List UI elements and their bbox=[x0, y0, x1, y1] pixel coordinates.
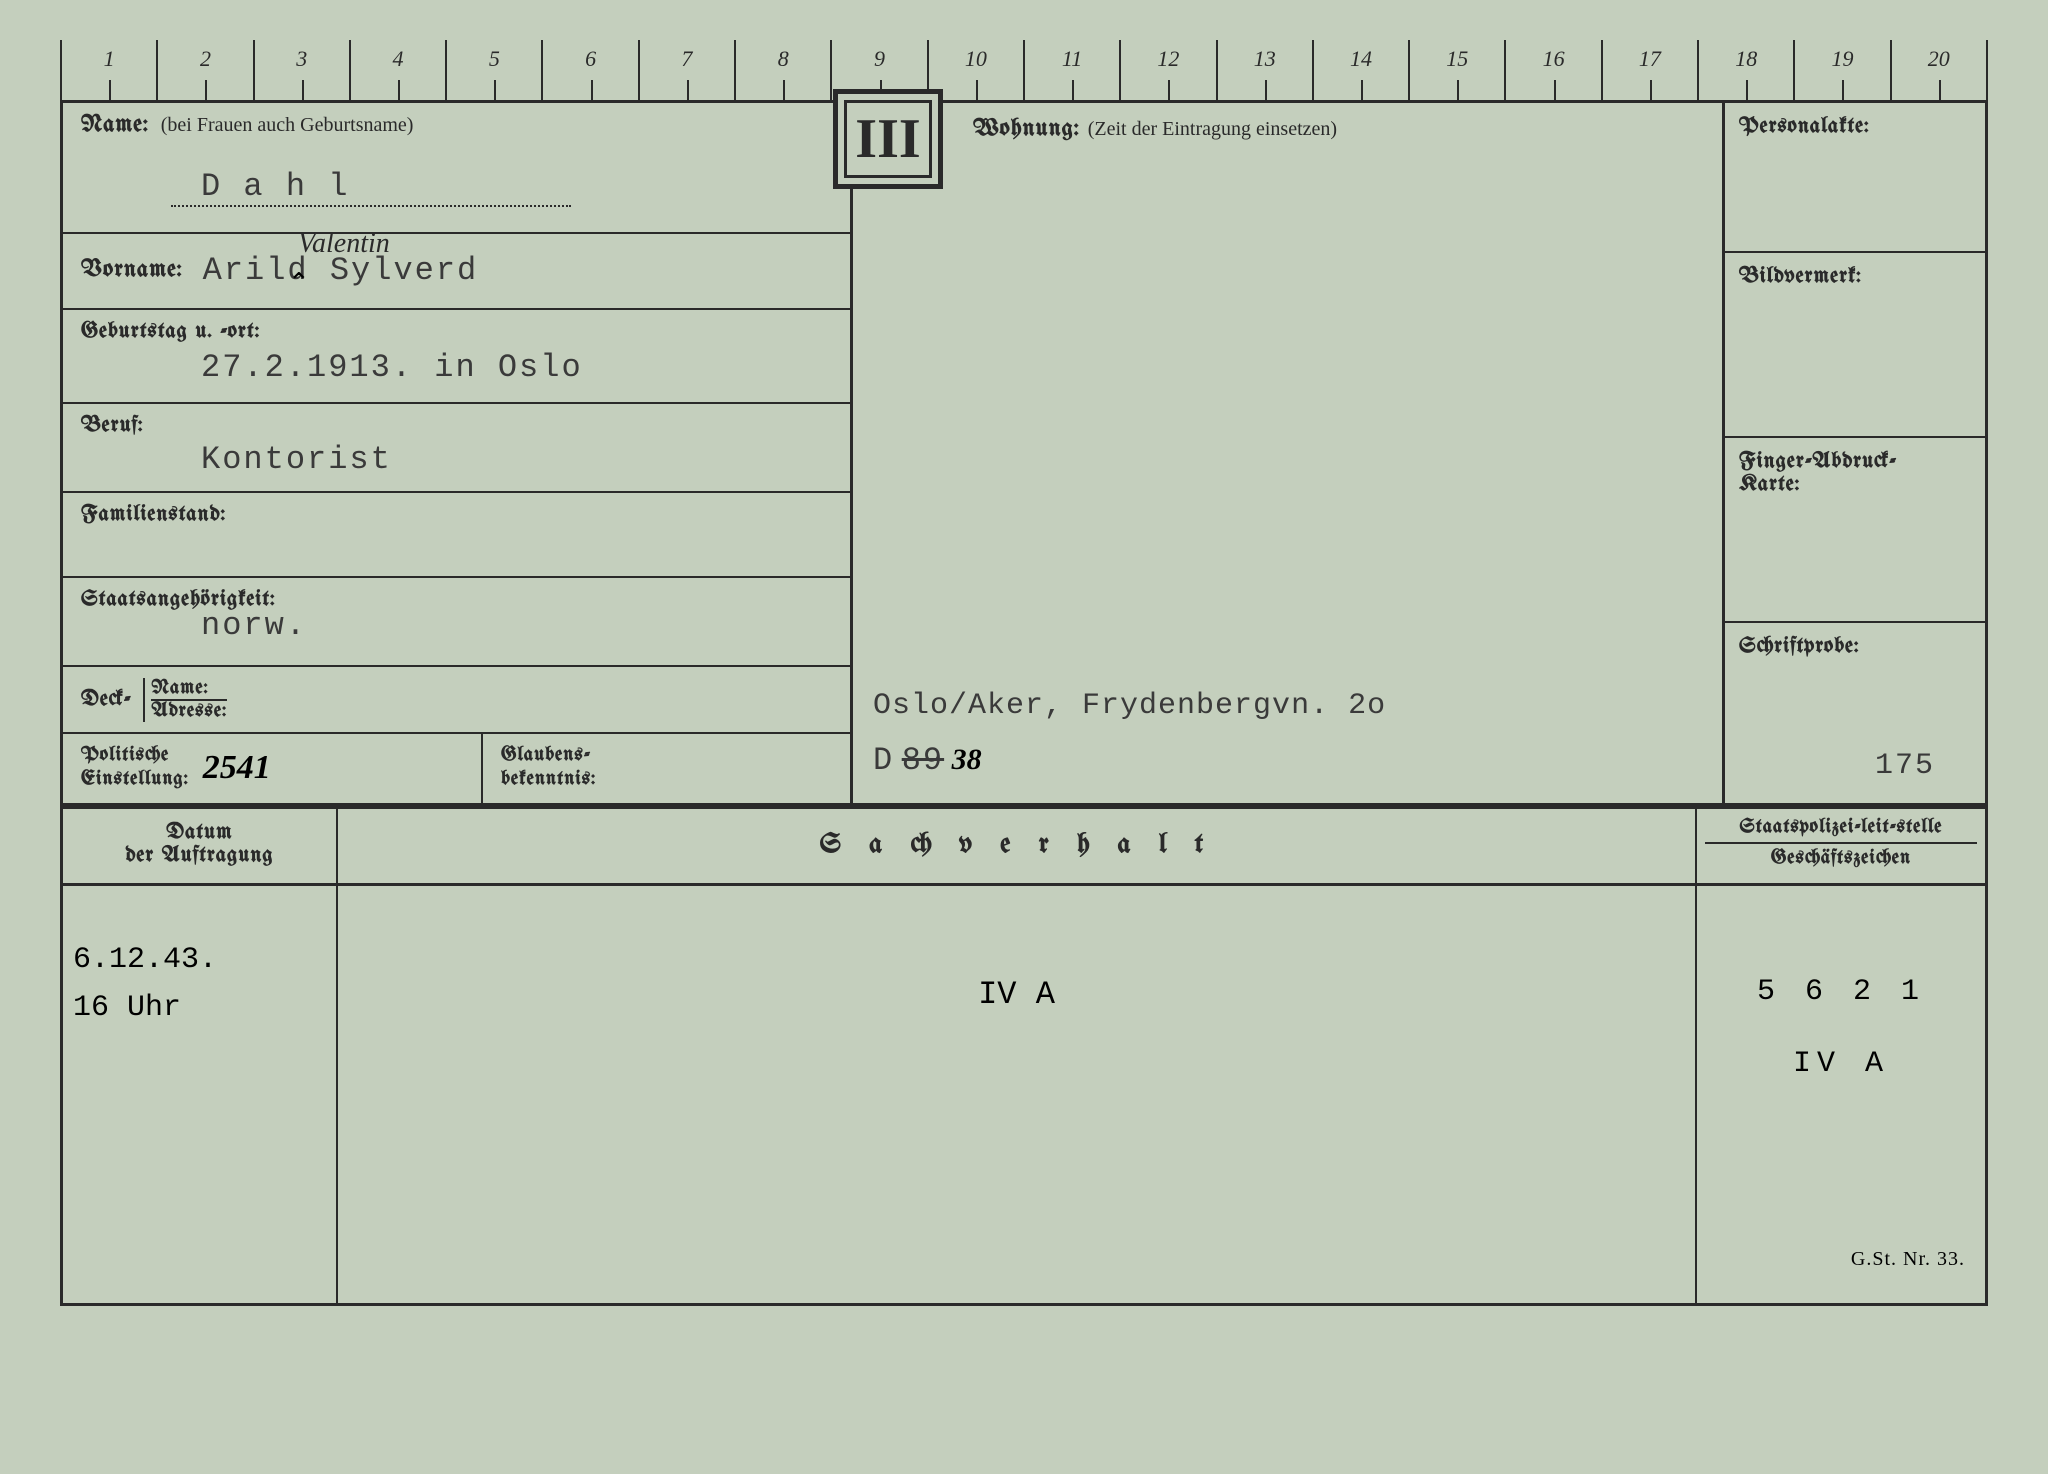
staatsang-field: Staatsangehörigkeit: norw. bbox=[63, 578, 850, 667]
ruler-tick: 13 bbox=[1218, 40, 1314, 100]
wohnung-note: (Zeit der Eintragung einsetzen) bbox=[1088, 118, 1337, 141]
main-frame: III Name: (bei Frauen auch Geburtsname) … bbox=[60, 100, 1988, 806]
caret-mark: ⌃ bbox=[288, 268, 310, 298]
fingerabdruck-box: Finger-Abdruck- Karte: bbox=[1725, 438, 1985, 623]
geburtstag-field: Geburtstag u. -ort: 27.2.1913. in Oslo bbox=[63, 310, 850, 404]
ruler-tick: 12 bbox=[1121, 40, 1217, 100]
staatspolizei-header: Staatspolizei-leit-stelle Geschäftszeich… bbox=[1695, 809, 1985, 883]
personalakte-label: Personalakte: bbox=[1739, 115, 1870, 138]
form-number: G.St. Nr. 33. bbox=[1851, 1235, 1965, 1283]
schriftprobe-value: 175 bbox=[1875, 749, 1935, 783]
ruler-tick: 6 bbox=[543, 40, 639, 100]
ruler-tick: 5 bbox=[447, 40, 543, 100]
beruf-label: Beruf: bbox=[81, 414, 832, 437]
bildvermerk-box: Bildvermerk: bbox=[1725, 253, 1985, 438]
table-header: Datum der Auftragung S a ch v e r h a l … bbox=[60, 806, 1988, 886]
name-note: (bei Frauen auch Geburtsname) bbox=[161, 114, 414, 137]
glaubens-field: Glaubens- bekenntnis: bbox=[483, 734, 850, 803]
ruler-tick: 1 bbox=[62, 40, 158, 100]
datum-header: Datum der Auftragung bbox=[63, 809, 338, 883]
sachverhalt-header: S a ch v e r h a l t bbox=[338, 809, 1695, 883]
ruler-tick: 14 bbox=[1314, 40, 1410, 100]
deck-name-label: Name: bbox=[151, 678, 227, 701]
fingerabdruck-label-1: Finger-Abdruck- bbox=[1739, 450, 1971, 473]
wohnung-code-struck: 89 bbox=[902, 742, 944, 779]
record-datum: 6.12.43. 16 Uhr bbox=[63, 886, 338, 1303]
staatsang-value: norw. bbox=[201, 607, 832, 644]
roman-numeral: III bbox=[844, 100, 932, 178]
ruler-tick: 8 bbox=[736, 40, 832, 100]
wohnung-code: D 89 38 bbox=[873, 742, 982, 779]
name-label: Name: bbox=[81, 113, 149, 138]
glaubens-label-1: Glaubens- bbox=[501, 744, 832, 768]
right-column: Personalakte: Bildvermerk: Finger-Abdruc… bbox=[1725, 103, 1985, 803]
ruler-tick: 19 bbox=[1795, 40, 1891, 100]
top-section: Name: (bei Frauen auch Geburtsname) D a … bbox=[63, 103, 1985, 803]
politische-value: 2541 bbox=[203, 749, 271, 787]
ruler-tick: 18 bbox=[1699, 40, 1795, 100]
surname-value: D a h l bbox=[171, 168, 571, 207]
geburtstag-label: Geburtstag u. -ort: bbox=[81, 320, 832, 343]
deck-adresse-label: Adresse: bbox=[151, 701, 227, 722]
gesch-number: 5 6 2 1 bbox=[1717, 956, 1965, 1028]
schriftprobe-box: Schriftprobe: 175 bbox=[1725, 623, 1985, 803]
vorname-label: Vorname: bbox=[81, 258, 183, 283]
ruler-tick: 20 bbox=[1892, 40, 1986, 100]
glaubens-label-2: bekenntnis: bbox=[501, 768, 832, 792]
ruler-tick: 4 bbox=[351, 40, 447, 100]
familienstand-label: Familienstand: bbox=[81, 503, 832, 526]
wohnung-label: Wohnung: bbox=[973, 117, 1080, 142]
record-card: 1 2 3 4 5 6 7 8 9 10 11 12 13 14 15 16 1… bbox=[60, 40, 1988, 1434]
deck-label: Deck- bbox=[81, 688, 131, 711]
ruler-tick: 2 bbox=[158, 40, 254, 100]
beruf-value: Kontorist bbox=[201, 441, 832, 478]
ruler-tick: 17 bbox=[1603, 40, 1699, 100]
familienstand-field: Familienstand: bbox=[63, 493, 850, 578]
ruler-tick: 3 bbox=[255, 40, 351, 100]
datum-label-2: der Auftragung bbox=[75, 844, 324, 867]
gesch-code: IV A bbox=[1717, 1028, 1965, 1100]
wohnung-column: Wohnung: (Zeit der Eintragung einsetzen)… bbox=[853, 103, 1725, 803]
ruler-tick: 16 bbox=[1506, 40, 1602, 100]
staatspolizei-label-2: Geschäftszeichen bbox=[1705, 848, 1977, 869]
wohnung-address: Oslo/Aker, Frydenbergvn. 2o bbox=[873, 689, 1386, 723]
staatspolizei-label-1: Staatspolizei-leit-stelle bbox=[1705, 817, 1977, 844]
left-column: Name: (bei Frauen auch Geburtsname) D a … bbox=[63, 103, 853, 803]
politische-label-1: Politische bbox=[81, 744, 189, 768]
beruf-field: Beruf: Kontorist bbox=[63, 404, 850, 493]
ruler-tick: 11 bbox=[1025, 40, 1121, 100]
vorname-field: Vorname: Arild Sylverd Valentin ⌃ bbox=[63, 234, 850, 310]
datum-label-1: Datum bbox=[75, 821, 324, 844]
schriftprobe-label: Schriftprobe: bbox=[1739, 635, 1859, 658]
top-ruler: 1 2 3 4 5 6 7 8 9 10 11 12 13 14 15 16 1… bbox=[60, 40, 1988, 100]
bildvermerk-label: Bildvermerk: bbox=[1739, 265, 1862, 288]
ruler-tick: 10 bbox=[929, 40, 1025, 100]
category-badge: III bbox=[833, 89, 943, 189]
geburtstag-value: 27.2.1913. in Oslo bbox=[201, 349, 832, 386]
politische-field: Politische Einstellung: 2541 bbox=[63, 734, 483, 803]
entry-date: 6.12.43. bbox=[73, 936, 326, 984]
entry-time: 16 Uhr bbox=[73, 984, 326, 1032]
wohnung-code-prefix: D bbox=[873, 742, 894, 779]
record-sachverhalt: IV A bbox=[338, 886, 1695, 1303]
records-section: 6.12.43. 16 Uhr IV A 5 6 2 1 IV A G.St. … bbox=[60, 886, 1988, 1306]
fingerabdruck-label-2: Karte: bbox=[1739, 473, 1971, 496]
name-field: Name: (bei Frauen auch Geburtsname) D a … bbox=[63, 103, 850, 234]
vorname-annotation: Valentin bbox=[298, 228, 390, 260]
ruler-tick: 7 bbox=[640, 40, 736, 100]
personalakte-box: Personalakte: bbox=[1725, 103, 1985, 253]
politische-label-2: Einstellung: bbox=[81, 768, 189, 792]
record-geschaeftszeichen: 5 6 2 1 IV A G.St. Nr. 33. bbox=[1695, 886, 1985, 1303]
deck-field: Deck- Name: Adresse: bbox=[63, 667, 850, 733]
bottom-split: Politische Einstellung: 2541 Glaubens- b… bbox=[63, 734, 850, 803]
wohnung-code-hand: 38 bbox=[952, 743, 982, 776]
ruler-tick: 15 bbox=[1410, 40, 1506, 100]
